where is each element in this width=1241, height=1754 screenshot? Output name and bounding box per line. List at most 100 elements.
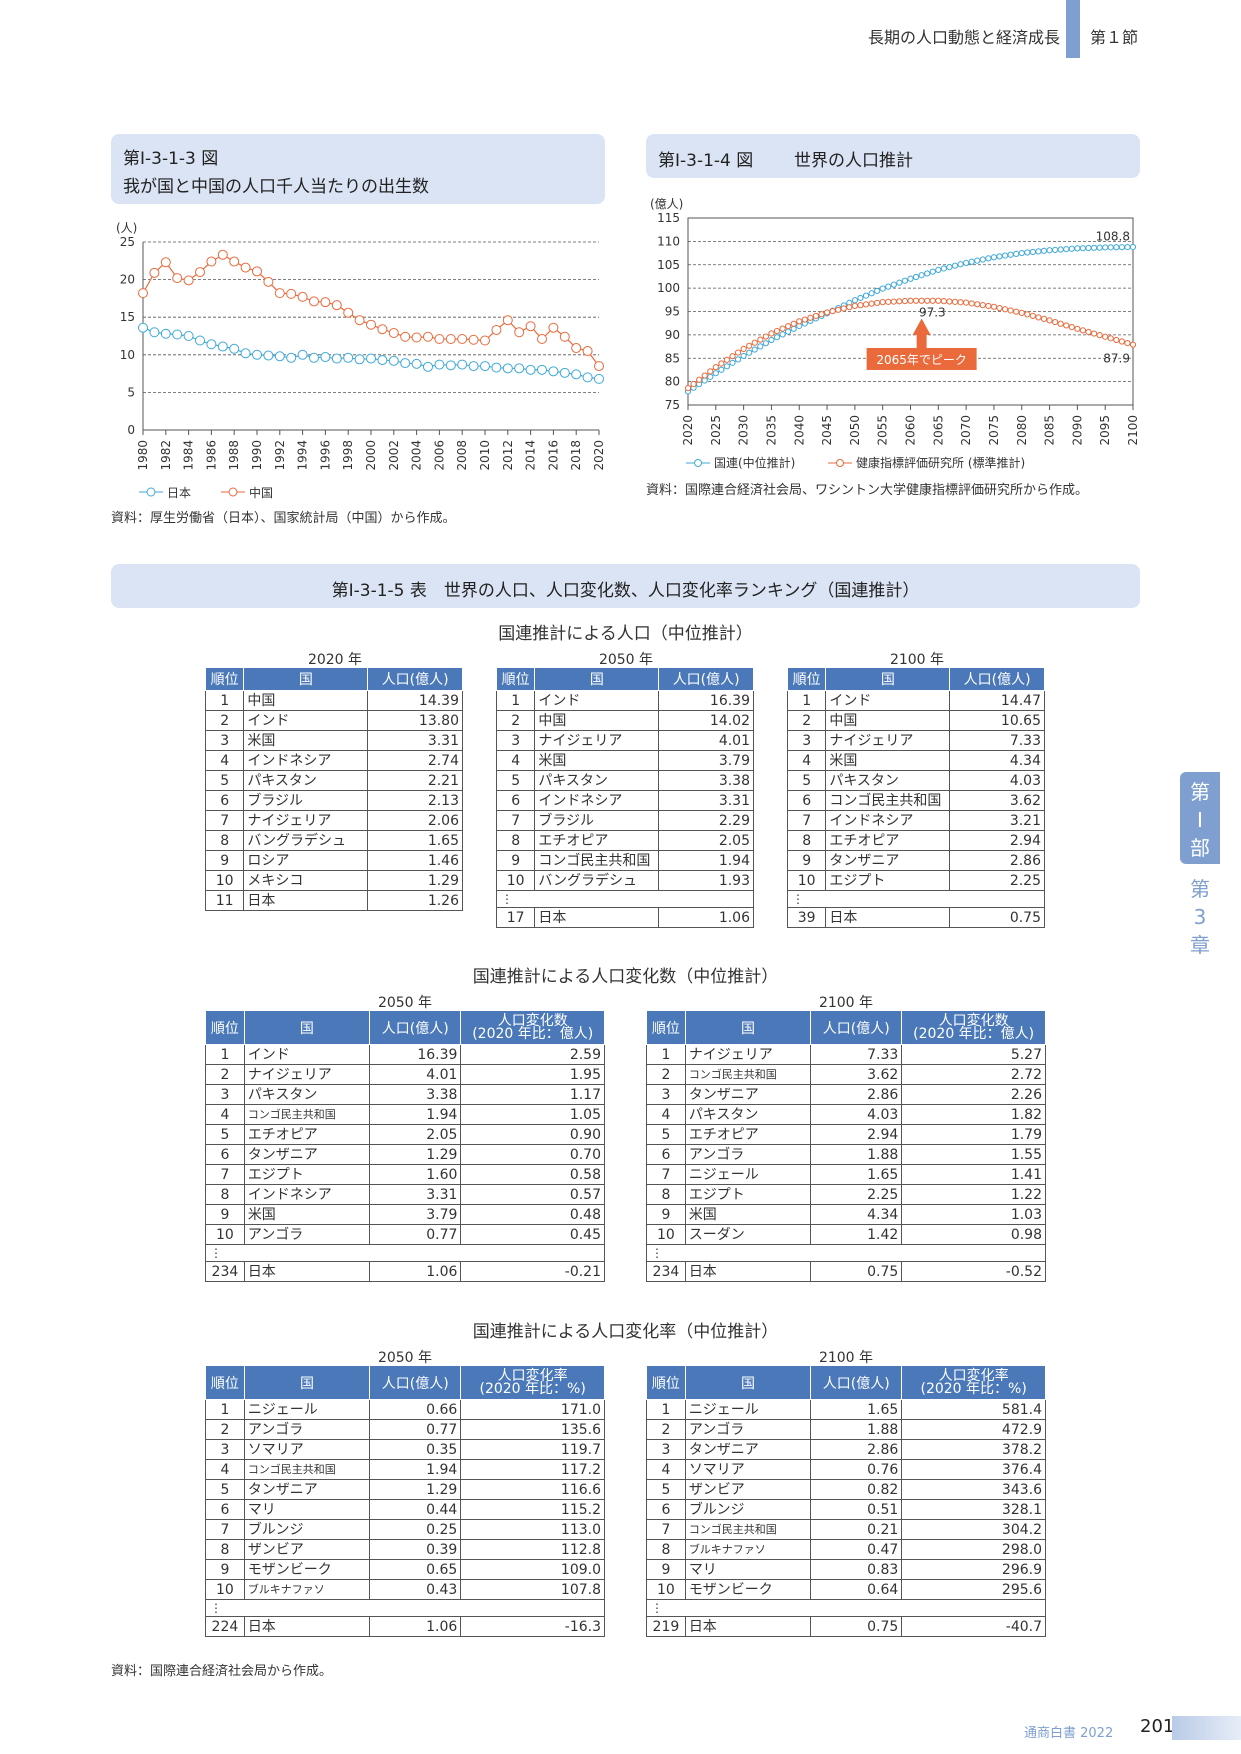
value-cell: 116.6 (460, 1479, 605, 1500)
data-point (138, 322, 148, 333)
data-point (823, 309, 831, 316)
country-cell: ソマリア (243, 1439, 371, 1460)
table-row: 7 エジプト 1.60 0.58 (205, 1164, 605, 1185)
table-row: 2 ナイジェリア 4.01 1.95 (205, 1064, 605, 1085)
country-cell: アンゴラ (684, 1419, 812, 1440)
table5-title: 第Ⅰ-3-1-5 表 世界の人口、人口変化数、人口変化率ランキング（国連推計） (331, 581, 920, 601)
rank-cell: 2 (205, 1064, 245, 1085)
value-cell: 1.06 (369, 1616, 462, 1637)
data-point (297, 349, 308, 360)
data-point (537, 334, 547, 345)
x-tick-label: 2055 (876, 415, 890, 446)
data-point (434, 334, 445, 345)
data-point (762, 333, 769, 340)
data-point (160, 328, 171, 339)
data-point (1052, 246, 1059, 253)
rank-cell: 10 (786, 870, 827, 891)
data-point (480, 335, 490, 346)
country-cell: インドネシア (534, 790, 660, 811)
country-cell: ニジェール (243, 1399, 371, 1420)
x-tick-label: 2050 (848, 415, 862, 446)
data-point (684, 385, 692, 392)
data-point (907, 275, 914, 282)
data-point (1029, 248, 1036, 256)
data-point (979, 256, 986, 263)
data-point (690, 380, 697, 388)
country-cell: 中国 (534, 710, 660, 731)
header-country: 国 (534, 667, 660, 691)
table-row-japan: 39 日本 0.75 (786, 907, 1045, 928)
table-row: 7 ブルンジ 0.25 113.0 (205, 1519, 605, 1540)
fig3-title-panel: 第Ⅰ-3-1-3 図 我が国と中国の人口千人当たりの出生数 (111, 134, 605, 204)
x-tick-label: 2004 (410, 440, 424, 471)
country-cell: パキスタン (534, 770, 660, 791)
data-point (935, 297, 942, 304)
rank-cell: 9 (646, 1559, 686, 1580)
rank-cell: 7 (646, 1164, 686, 1185)
table-row: 4 米国 4.34 (786, 750, 1045, 771)
x-tick-label: 2090 (1070, 415, 1084, 446)
value-cell: 1.26 (367, 890, 463, 911)
data-point (514, 327, 525, 338)
running-head-chapter: 長期の人口動態と経済成長 (867, 28, 1060, 47)
side-tab-part-char: 第 (1190, 780, 1210, 804)
value-cell: 4.34 (810, 1204, 903, 1225)
country-cell: コンゴ民主共和国 (243, 1459, 371, 1480)
value-cell: 2.94 (949, 830, 1045, 851)
data-point (1107, 244, 1114, 251)
table-row: 4 コンゴ民主共和国 1.94 1.05 (205, 1104, 605, 1125)
value-cell: 0.57 (460, 1184, 605, 1205)
data-point (785, 328, 792, 335)
data-point (183, 331, 194, 341)
y-tick-label: 10 (120, 348, 135, 362)
header-population: 人口(億人) (367, 667, 463, 691)
country-cell: ザンビア (243, 1539, 371, 1560)
table-row: 5 パキスタン 2.21 (204, 770, 463, 791)
rank-cell: 6 (205, 1499, 245, 1520)
rank-cell: 4 (205, 1459, 245, 1480)
legend-marker-ihme (836, 459, 844, 467)
header-country: 国 (243, 667, 369, 691)
rank-cell: 8 (495, 830, 536, 851)
table5-source: 資料：国際連合経済社会局から作成。 (111, 1664, 333, 1679)
data-point (701, 372, 708, 379)
rank-cell: 10 (646, 1224, 686, 1245)
s2-2100-caption: 2100 年 (818, 995, 874, 1011)
rank-cell: 9 (786, 850, 827, 871)
data-point (757, 336, 764, 343)
table-row: 7 ブラジル 2.29 (495, 810, 754, 831)
ellipsis-cell: ⋮ (646, 1599, 1046, 1617)
rank-cell: 4 (495, 750, 536, 771)
rank-cell: 6 (495, 790, 536, 811)
s1-2020-caption: 2020 年 (307, 652, 363, 668)
rank-cell: 4 (204, 750, 245, 771)
rank-cell: 219 (646, 1616, 686, 1637)
country-cell: コンゴ民主共和国 (243, 1104, 371, 1125)
data-point (1057, 246, 1064, 253)
data-point (582, 372, 593, 383)
table-row: 8 インドネシア 3.31 0.57 (205, 1184, 605, 1205)
value-cell: 2.86 (949, 850, 1045, 871)
value-cell: -40.7 (901, 1616, 1046, 1637)
header-change-line2: (2020 年比：%) (920, 1380, 1027, 1397)
data-point (491, 362, 502, 373)
country-cell: エチオピア (534, 830, 660, 851)
x-tick-label: 2085 (1043, 415, 1057, 446)
header-change-line2: (2020 年比：億人) (472, 1025, 594, 1042)
value-cell: 295.6 (901, 1579, 1046, 1600)
data-point (746, 342, 753, 349)
data-point (879, 299, 886, 306)
data-point (1090, 330, 1098, 337)
data-point (217, 249, 228, 260)
header-change-line1: 人口変化率 (938, 1367, 1009, 1384)
value-cell: 0.66 (369, 1399, 462, 1420)
table-row: 4 ソマリア 0.76 376.4 (646, 1459, 1046, 1480)
data-point (929, 297, 936, 304)
data-point (274, 351, 285, 362)
table-row: 10 モザンビーク 0.64 295.6 (646, 1579, 1046, 1600)
table-header-row: 順位国人口(億人) 人口変化率 (2020 年比：%) (646, 1365, 1046, 1400)
rank-cell: 224 (205, 1616, 245, 1637)
data-point (890, 281, 897, 288)
page-number: 201 (1140, 1716, 1175, 1737)
data-point (957, 261, 964, 268)
